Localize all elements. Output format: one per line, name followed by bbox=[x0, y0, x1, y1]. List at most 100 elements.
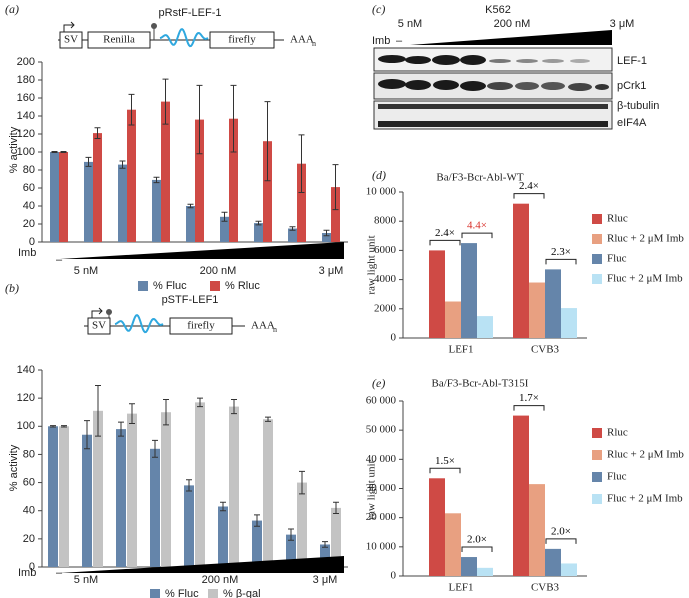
x-label: Imb bbox=[372, 35, 390, 47]
legend-label: Fluc + 2 μM Imb bbox=[607, 273, 683, 285]
blot-panel: (c) K562 5 nM 200 nM 3 μM Imb – LEF-1 pC… bbox=[372, 2, 659, 130]
bar bbox=[429, 250, 445, 338]
error-bar bbox=[196, 84, 203, 155]
bar bbox=[229, 118, 238, 242]
construct-box bbox=[87, 31, 151, 49]
construct-subscript: n bbox=[273, 325, 277, 334]
y-tick-label: 80 bbox=[23, 164, 35, 176]
bar bbox=[529, 484, 545, 576]
bar bbox=[331, 507, 341, 567]
legend-swatch bbox=[592, 274, 602, 284]
error-bar bbox=[162, 78, 169, 125]
bar bbox=[513, 203, 529, 338]
bar bbox=[184, 485, 194, 567]
y-tick-label: 0 bbox=[391, 570, 397, 582]
y-tick-label: 60 000 bbox=[366, 395, 397, 407]
chart-panel: (e) Ba/F3-Bcr-Abl-T315I raw light unit 0 10 … bbox=[366, 376, 685, 594]
error-bar bbox=[95, 384, 101, 437]
bar bbox=[286, 534, 296, 567]
annotation: 2.3× bbox=[551, 246, 571, 258]
construct-label: SV bbox=[92, 320, 106, 332]
dose-wedge bbox=[410, 30, 612, 45]
bar bbox=[161, 101, 170, 242]
error-bar bbox=[298, 134, 305, 193]
bar bbox=[161, 412, 171, 567]
error-bar bbox=[323, 229, 330, 237]
legend-label: Fluc bbox=[607, 471, 627, 483]
annotation-bracket bbox=[545, 258, 577, 265]
y-tick-label: 2000 bbox=[374, 302, 397, 314]
legend-swatch bbox=[592, 472, 602, 482]
error-bar bbox=[84, 420, 90, 450]
x-tick-label: LEF1 bbox=[448, 582, 473, 594]
x-tick-label: – bbox=[56, 254, 63, 266]
dose-label: 200 nM bbox=[202, 574, 239, 586]
bar bbox=[218, 506, 228, 567]
bar bbox=[297, 163, 306, 242]
error-bar bbox=[51, 151, 58, 153]
legend-swatch bbox=[592, 450, 602, 460]
y-tick-label: 20 bbox=[23, 218, 35, 230]
error-bar bbox=[61, 425, 67, 428]
construct-label: firefly bbox=[187, 320, 215, 332]
annotation: 2.4× bbox=[435, 227, 455, 239]
row-label: eIF4A bbox=[617, 117, 647, 129]
bar bbox=[84, 161, 93, 242]
dose-wedge bbox=[60, 556, 344, 573]
legend-swatch bbox=[210, 281, 220, 291]
construct-box bbox=[209, 31, 275, 49]
error-bar bbox=[299, 470, 305, 495]
bar bbox=[195, 402, 205, 567]
error-bar bbox=[129, 403, 135, 424]
error-bar bbox=[322, 541, 328, 548]
promoter-arrow bbox=[91, 307, 103, 318]
error-bar bbox=[265, 416, 271, 422]
bar bbox=[186, 206, 195, 242]
error-bar bbox=[153, 176, 160, 184]
bar bbox=[59, 152, 68, 242]
cap bbox=[106, 309, 112, 315]
bar bbox=[545, 269, 561, 338]
blot-bands bbox=[378, 55, 609, 127]
bar bbox=[252, 520, 262, 567]
y-tick-label: 6000 bbox=[374, 244, 397, 256]
legend-swatch bbox=[208, 589, 218, 598]
construct-box bbox=[87, 317, 111, 335]
x-tick-label: – bbox=[56, 567, 63, 579]
legend-swatch bbox=[592, 234, 602, 244]
y-tick-label: 60 bbox=[23, 182, 35, 194]
legend-swatch bbox=[150, 589, 160, 598]
legend-label: % Fluc bbox=[165, 588, 199, 598]
construct-subscript: n bbox=[312, 39, 316, 48]
y-tick-label: 40 000 bbox=[366, 453, 397, 465]
bar bbox=[48, 426, 58, 567]
bar bbox=[461, 243, 477, 338]
bar bbox=[127, 109, 136, 242]
bar bbox=[263, 419, 273, 567]
row-label: pCrk1 bbox=[617, 80, 646, 92]
chart-title: pRstF-LEF-1 bbox=[159, 7, 222, 19]
y-tick-label: 20 000 bbox=[366, 511, 397, 523]
y-tick-label: 0 bbox=[391, 332, 397, 344]
error-bar bbox=[221, 211, 228, 222]
legend-swatch bbox=[592, 494, 602, 504]
legend-swatch bbox=[138, 281, 148, 291]
bar bbox=[82, 434, 92, 567]
dose-label: 3 μM bbox=[610, 18, 635, 30]
y-tick-label: 50 000 bbox=[366, 424, 397, 436]
legend-label: Fluc + 2 μM Imb bbox=[607, 493, 683, 505]
promoter-arrow bbox=[63, 21, 75, 32]
legend-label: Rluc bbox=[607, 213, 628, 225]
error-bar bbox=[231, 399, 237, 415]
legend-label: Rluc + 2 μM Imb bbox=[607, 449, 684, 461]
bar bbox=[429, 478, 445, 576]
error-bar bbox=[163, 399, 169, 426]
bar bbox=[320, 544, 330, 567]
bar bbox=[50, 152, 59, 242]
error-bar bbox=[264, 101, 271, 182]
y-tick-label: 10 000 bbox=[366, 540, 397, 552]
annotation: 2.4× bbox=[519, 180, 539, 192]
error-bar bbox=[118, 421, 124, 437]
y-tick-label: 60 bbox=[23, 476, 35, 488]
